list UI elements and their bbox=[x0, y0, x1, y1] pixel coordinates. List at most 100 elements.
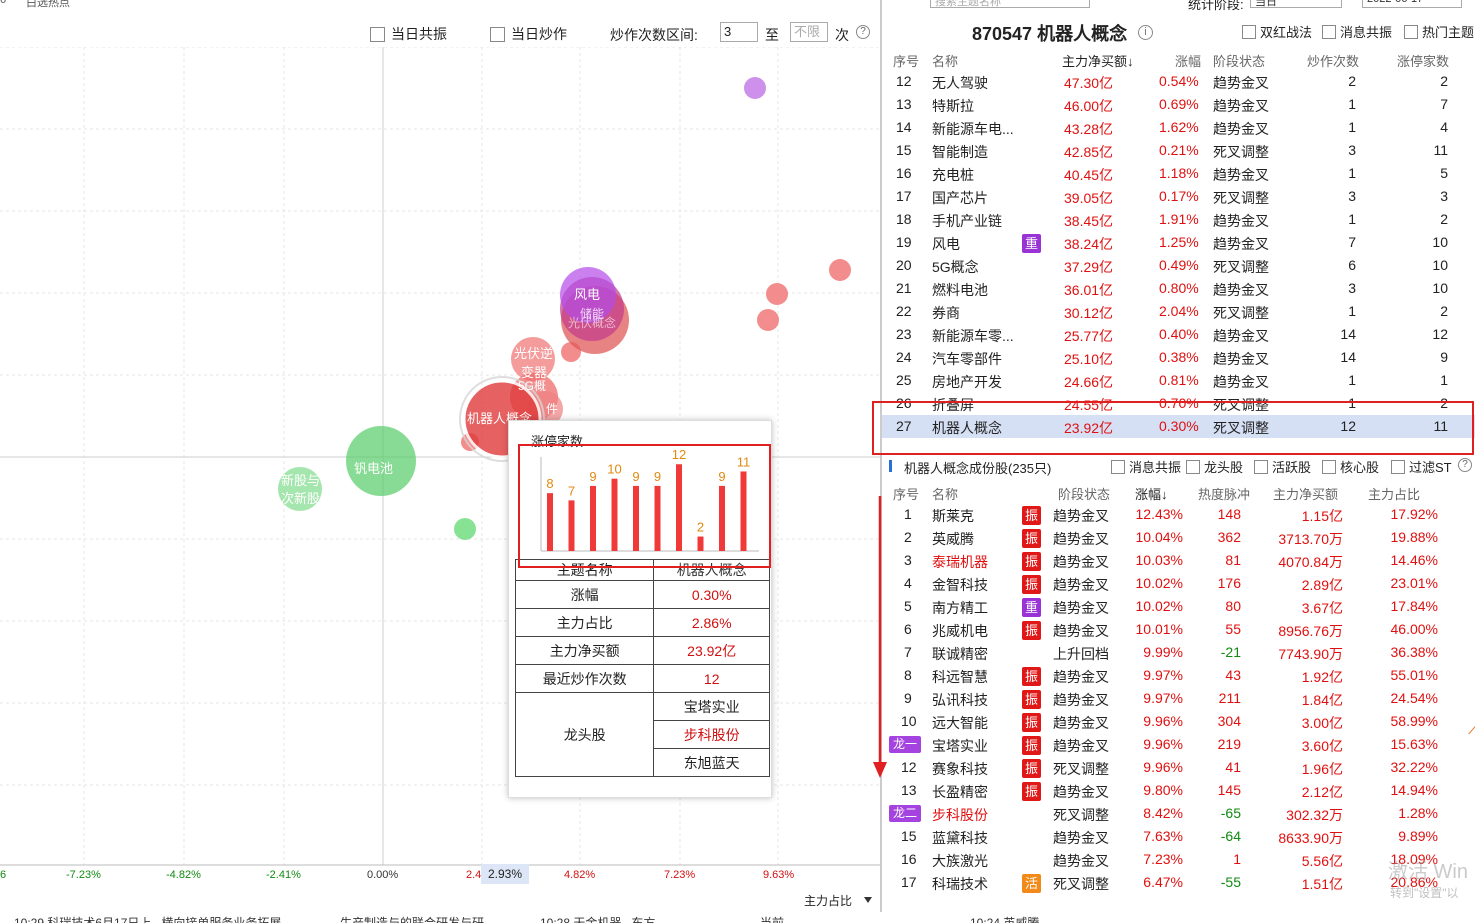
stock-row[interactable]: 龙一 宝塔实业 振趋势金叉 9.96% 219 3.60亿 15.63% bbox=[882, 733, 1475, 756]
theme-row[interactable]: 27 机器人概念 23.92亿 0.30% 死叉调整 12 11 bbox=[882, 415, 1475, 438]
col-header[interactable]: 阶段状态 bbox=[1058, 487, 1111, 502]
tooltip-key: 最近炒作次数 bbox=[514, 664, 655, 693]
bubble-small-red[interactable] bbox=[757, 309, 779, 331]
checkbox-core[interactable]: 核心股 bbox=[1322, 457, 1379, 476]
checkbox-box[interactable] bbox=[1322, 459, 1336, 474]
stock-cell-chg: 9.97% bbox=[1143, 667, 1183, 683]
bubble-new-stock[interactable] bbox=[278, 467, 322, 511]
checkbox-box[interactable] bbox=[1254, 459, 1268, 474]
checkbox-box[interactable] bbox=[1242, 24, 1256, 39]
period-select[interactable]: 当日 bbox=[1250, 0, 1342, 8]
theme-cell-state: 死叉调整 bbox=[1213, 144, 1269, 160]
theme-row[interactable]: 19 风电 38.24亿 1.25% 趋势金叉 7 10 重 bbox=[882, 231, 1475, 254]
x-axis-metric-dropdown-icon[interactable] bbox=[864, 897, 872, 903]
checkbox-daily-resonance[interactable]: 当日共振 bbox=[370, 24, 447, 44]
col-header[interactable]: 涨幅 bbox=[1175, 54, 1202, 69]
theme-row[interactable]: 14 新能源车电... 43.28亿 1.62% 趋势金叉 1 4 bbox=[882, 116, 1475, 139]
checkbox-news-resonance[interactable]: 消息共振 bbox=[1322, 22, 1392, 41]
col-header[interactable]: 序号 bbox=[893, 487, 920, 502]
theme-row[interactable]: 13 特斯拉 46.00亿 0.69% 趋势金叉 1 7 bbox=[882, 93, 1475, 116]
ticker-item[interactable]: 10:28 天金机器...东方... bbox=[540, 916, 666, 923]
stock-row[interactable]: 16 大族激光 趋势金叉 7.23% 1 5.56亿 18.09% bbox=[882, 848, 1475, 871]
stock-row[interactable]: 6 兆威机电 振趋势金叉 10.01% 55 8956.76万 46.00% bbox=[882, 618, 1475, 641]
checkbox-box[interactable] bbox=[1186, 459, 1200, 474]
checkbox-box[interactable] bbox=[1322, 24, 1336, 39]
theme-row[interactable]: 24 汽车零部件 25.10亿 0.38% 趋势金叉 14 9 bbox=[882, 346, 1475, 369]
theme-cell-net: 30.12亿 bbox=[1064, 305, 1114, 321]
stock-row[interactable]: 9 弘讯科技 振趋势金叉 9.97% 211 1.84亿 24.54% bbox=[882, 687, 1475, 710]
panel-divider[interactable] bbox=[880, 0, 882, 912]
stock-row[interactable]: 8 科远智慧 振趋势金叉 9.97% 43 1.92亿 55.01% bbox=[882, 664, 1475, 687]
x-axis-metric-label[interactable]: 主力占比 bbox=[804, 894, 853, 908]
col-header[interactable]: 主力净买额 bbox=[1273, 487, 1339, 502]
stock-cell-heat: 362 bbox=[1217, 529, 1241, 545]
checkbox-active[interactable]: 活跃股 bbox=[1254, 457, 1311, 476]
date-picker[interactable]: 2022-06-17 bbox=[1362, 0, 1462, 8]
theme-row[interactable]: 18 手机产业链 38.45亿 1.91% 趋势金叉 1 2 bbox=[882, 208, 1475, 231]
bubble-vanadium-battery[interactable] bbox=[346, 426, 416, 496]
ticker-item[interactable]: 10:29 科瑞技术6月17日上...横向接单服务业务拓展... bbox=[14, 916, 292, 923]
theme-row[interactable]: 17 国产芯片 39.05亿 0.17% 死叉调整 3 3 bbox=[882, 185, 1475, 208]
bubble-small-red[interactable] bbox=[766, 283, 788, 305]
theme-row[interactable]: 25 房地产开发 24.66亿 0.81% 趋势金叉 1 1 bbox=[882, 369, 1475, 392]
bubble-wind-power[interactable] bbox=[560, 267, 616, 323]
ticker-item[interactable]: 当前... bbox=[760, 916, 795, 923]
col-header[interactable]: 阶段状态 bbox=[1213, 54, 1266, 69]
stock-row[interactable]: 17 科瑞技术 活死叉调整 6.47% -55 1.51亿 20.86% bbox=[882, 871, 1475, 894]
checkbox-box[interactable] bbox=[370, 26, 385, 42]
stock-row[interactable]: 10 远大智能 振趋势金叉 9.96% 304 3.00亿 58.99% bbox=[882, 710, 1475, 733]
col-header[interactable]: 名称 bbox=[932, 54, 959, 69]
col-header[interactable]: 名称 bbox=[932, 487, 959, 502]
info-icon[interactable]: i bbox=[1138, 25, 1153, 40]
theme-row[interactable]: 22 券商 30.12亿 2.04% 死叉调整 1 2 bbox=[882, 300, 1475, 323]
checkbox-daily-hype[interactable]: 当日炒作 bbox=[490, 24, 567, 44]
theme-search-input[interactable]: 搜索主题名称 bbox=[930, 0, 1090, 8]
theme-row[interactable]: 21 燃料电池 36.01亿 0.80% 趋势金叉 3 10 bbox=[882, 277, 1475, 300]
col-header[interactable]: 炒作次数 bbox=[1307, 54, 1360, 69]
theme-row[interactable]: 23 新能源车零... 25.77亿 0.40% 趋势金叉 14 12 bbox=[882, 323, 1475, 346]
checkbox-box[interactable] bbox=[1404, 24, 1418, 39]
col-header-sorted[interactable]: 涨幅↓ bbox=[1135, 487, 1168, 502]
help-icon[interactable]: ? bbox=[1458, 458, 1472, 472]
theme-row[interactable]: 16 充电桩 40.45亿 1.18% 趋势金叉 1 5 bbox=[882, 162, 1475, 185]
stock-row[interactable]: 3 泰瑞机器 振趋势金叉 10.03% 81 4070.84万 14.46% bbox=[882, 549, 1475, 572]
stock-row[interactable]: 龙二 步科股份 死叉调整 8.42% -65 302.32万 1.28% bbox=[882, 802, 1475, 825]
help-icon[interactable]: ? bbox=[856, 25, 870, 39]
stock-row[interactable]: 5 南方精工 重趋势金叉 10.02% 80 3.67亿 17.84% bbox=[882, 595, 1475, 618]
theme-row[interactable]: 12 无人驾驶 47.30亿 0.54% 趋势金叉 2 2 bbox=[882, 70, 1475, 93]
bubble-small-green[interactable] bbox=[454, 518, 476, 540]
ticker-item[interactable]: 10:24 英威腾... bbox=[970, 916, 1050, 923]
checkbox-filter-st[interactable]: 过滤ST bbox=[1391, 457, 1452, 476]
col-header-sorted[interactable]: 主力净买额↓ bbox=[1062, 54, 1134, 69]
stock-row[interactable]: 12 赛象科技 振死叉调整 9.96% 41 1.96亿 32.22% bbox=[882, 756, 1475, 779]
checkbox-box[interactable] bbox=[1111, 459, 1125, 474]
stock-row[interactable]: 7 联诚精密 上升回档 9.99% -21 7743.90万 36.38% bbox=[882, 641, 1475, 664]
col-header[interactable]: 序号 bbox=[893, 54, 920, 69]
hype-range-from-input[interactable]: 3 bbox=[720, 22, 758, 42]
col-header[interactable]: 热度脉冲 bbox=[1198, 487, 1251, 502]
bubble-top-purple[interactable] bbox=[744, 77, 766, 99]
stock-row[interactable]: 4 金智科技 振趋势金叉 10.02% 176 2.89亿 23.01% bbox=[882, 572, 1475, 595]
theme-cell-no: 14 bbox=[896, 119, 912, 135]
stock-row[interactable]: 1 斯莱克 振趋势金叉 12.43% 148 1.15亿 17.92% bbox=[882, 503, 1475, 526]
stock-row[interactable]: 13 长盈精密 振趋势金叉 9.80% 145 2.12亿 14.94% bbox=[882, 779, 1475, 802]
checkbox-leader[interactable]: 龙头股 bbox=[1186, 457, 1243, 476]
bubble-small-red[interactable] bbox=[829, 259, 851, 281]
bubble-plot[interactable]: 风电 储能 光伏概念 光伏逆 变器 5G概 件 机器人概念 钒电池 新股与 次新… bbox=[0, 47, 880, 867]
ticker-item[interactable]: 生产制造与的联合研发与研... bbox=[340, 916, 495, 923]
checkbox-news[interactable]: 消息共振 bbox=[1111, 457, 1181, 476]
theme-row[interactable]: 15 智能制造 42.85亿 0.21% 死叉调整 3 11 bbox=[882, 139, 1475, 162]
hype-range-to-input[interactable]: 不限 bbox=[790, 22, 828, 42]
bubble-pv-inverter[interactable] bbox=[511, 337, 555, 381]
news-ticker[interactable]: 10:29 科瑞技术6月17日上...横向接单服务业务拓展... 生产制造与的联… bbox=[0, 912, 1475, 923]
stock-row[interactable]: 15 蓝黛科技 趋势金叉 7.63% -64 8633.90万 9.89% bbox=[882, 825, 1475, 848]
col-header[interactable]: 主力占比 bbox=[1368, 487, 1421, 502]
bubbles[interactable] bbox=[278, 77, 851, 540]
col-header[interactable]: 涨停家数 bbox=[1397, 54, 1450, 69]
checkbox-double-red[interactable]: 双红战法 bbox=[1242, 22, 1312, 41]
checkbox-box[interactable] bbox=[1391, 459, 1405, 474]
stock-row[interactable]: 2 英威腾 振趋势金叉 10.04% 362 3713.70万 19.88% bbox=[882, 526, 1475, 549]
checkbox-box[interactable] bbox=[490, 26, 505, 42]
checkbox-hot-theme[interactable]: 热门主题 bbox=[1404, 22, 1474, 41]
theme-row[interactable]: 20 5G概念 37.29亿 0.49% 死叉调整 6 10 bbox=[882, 254, 1475, 277]
